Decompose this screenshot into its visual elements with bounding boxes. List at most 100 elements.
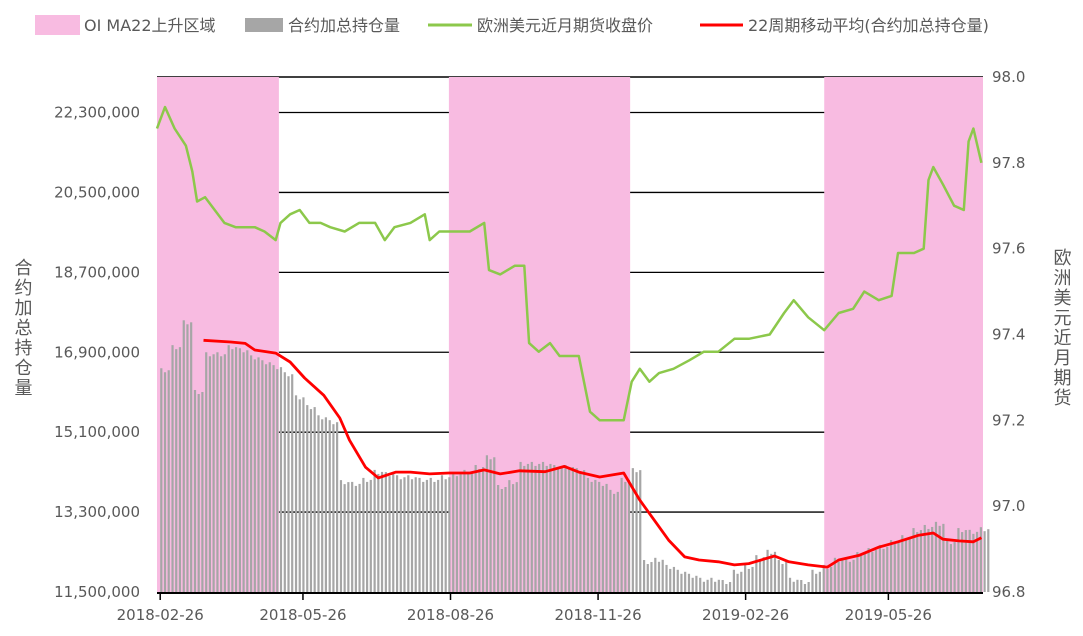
oi-bar [197,393,200,592]
oi-bar [377,473,380,592]
oi-bar [306,405,309,592]
oi-bar [961,532,964,592]
oi-bar [414,477,417,592]
oi-bar [874,550,878,592]
oi-bar [732,569,735,592]
right-tick-label: 96.8 [992,583,1025,601]
oi-bar [972,533,975,592]
oi-bar [665,564,668,592]
oi-bar [444,479,447,592]
oi-bar [728,582,732,592]
oi-bar [556,469,560,592]
oi-bar [612,493,616,592]
oi-bar [264,364,268,592]
oi-bar [437,479,440,592]
legend-label-oi-bars: 合约加总持仓量 [288,16,400,35]
oi-bar [504,487,507,592]
series-lines [155,105,983,569]
oi-bar [601,485,604,592]
oi-bar [474,465,477,592]
oi-bar [425,479,429,592]
oi-bar [859,556,863,592]
left-tick-label: 18,700,000 [54,263,140,281]
oi-bar [792,581,795,592]
oi-bar [478,469,481,592]
oi-bar [257,357,260,592]
oi-bar [223,354,226,592]
right-tick-label: 97.8 [992,154,1025,172]
ma22-line [203,338,983,569]
oi-bar [773,551,777,592]
oi-bar [672,566,676,592]
oi-bar [931,526,934,592]
oi-bar [878,544,881,592]
oi-bar [227,345,230,592]
left-tick-label: 15,100,000 [54,423,140,441]
oi-bar [650,562,653,592]
oi-bar [583,470,586,592]
oi-bar [358,483,361,592]
oi-bar [272,365,275,592]
oi-bar [706,579,709,592]
oi-bar [193,389,197,592]
oi-bar [175,349,178,592]
oi-bar [287,376,290,592]
left-tick-label: 11,500,000 [54,583,140,601]
oi-bar [908,537,911,592]
oi-bar [321,419,324,592]
oi-bar [627,479,631,592]
oi-bar [830,566,833,592]
oi-bar [598,481,601,592]
oi-bar [807,582,810,592]
oi-bar [399,479,402,592]
oi-bar [901,535,904,592]
oi-bar [826,568,829,592]
oi-bar [893,544,896,592]
left-axis-title: 合约加总持仓量 [12,258,33,398]
oi-bar [294,395,298,592]
oi-bar [242,352,245,592]
oi-bar [702,581,706,592]
oi-bar [384,472,387,592]
oi-bar [163,372,167,592]
oi-bar [205,352,208,592]
oi-bar [208,356,212,592]
oi-bar [351,481,354,592]
oi-bar [845,557,848,592]
left-tick-label: 22,300,000 [54,104,140,122]
legend-label-price-line: 欧洲美元近月期货收盘价 [477,16,653,35]
oi-bar [538,463,541,592]
oi-bar [695,575,698,592]
oi-bar [541,461,545,592]
oi-bar [190,322,193,592]
oi-bar [777,560,780,592]
oi-bar [684,571,687,592]
oi-bar [182,320,185,592]
oi-bar [500,489,503,592]
oi-bar [934,521,938,592]
oi-bar [309,409,313,592]
oi-bar [216,352,219,592]
oi-bar [489,459,492,592]
oi-bar [167,370,170,592]
right-axis-title: 欧洲美元近月期货 [1051,248,1072,408]
legend-label-shaded-area: OI MA22上升区域 [84,16,216,35]
oi-bar [511,484,515,592]
oi-bar [867,548,870,592]
oi-bar [654,557,657,592]
oi-bar [388,476,391,592]
oi-bar [987,529,990,592]
oi-bar [519,461,522,592]
oi-bar [800,580,803,592]
oi-bar [871,552,874,592]
oi-bar [796,579,799,592]
oi-bar [882,548,885,592]
oi-bar [897,542,900,592]
oi-bar [856,552,859,592]
oi-bar [380,471,384,592]
oi-bar [833,557,837,592]
oi-bar [160,368,163,592]
oi-bar [714,581,717,592]
oi-bar [762,557,765,592]
oi-bar [919,530,923,592]
